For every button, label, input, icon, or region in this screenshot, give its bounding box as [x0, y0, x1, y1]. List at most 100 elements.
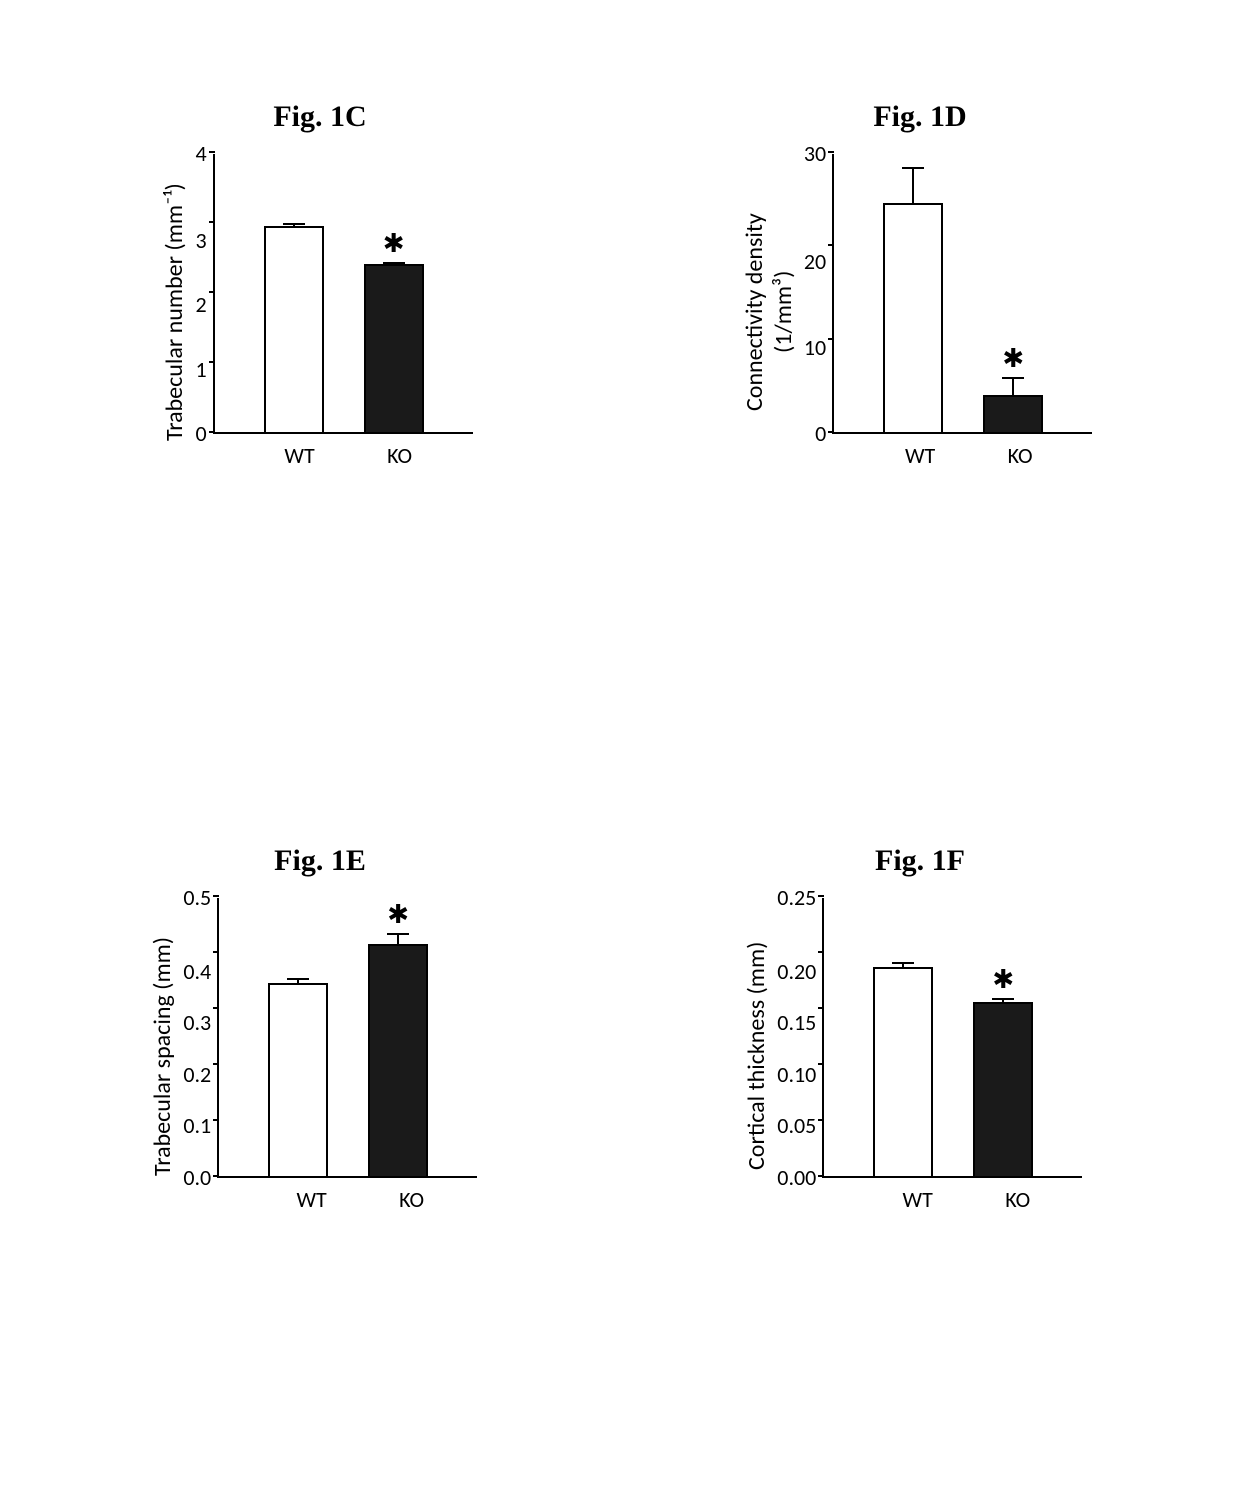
bars-container: ✱ [215, 154, 473, 432]
plot-row: 0.250.200.150.100.050.00✱ [777, 898, 1082, 1178]
y-tick-label: 20 [804, 251, 826, 273]
bar-rect [873, 967, 933, 1176]
panel-1c-title: Fig. 1C [273, 100, 366, 134]
y-tick-mark [828, 151, 834, 153]
x-axis-row: WT KO [777, 1186, 1097, 1213]
x-tick-inner: WT KO [840, 442, 1100, 469]
chart-area: 0.50.40.30.20.10.0✱WTKO [183, 898, 491, 1213]
panel-1e-chart: Trabecular spacing (mm)0.50.40.30.20.10.… [148, 898, 491, 1213]
x-tick-labels: WT KO [777, 1186, 1097, 1213]
error-bar-cap [892, 962, 914, 964]
bar-rect: ✱ [983, 395, 1043, 432]
x-tick-labels: WT KO [804, 442, 1100, 469]
x-tick-labels: WT KO [195, 442, 479, 469]
y-tick-mark [213, 895, 219, 897]
y-axis-label: Trabecular spacing (mm) [148, 916, 177, 1196]
bar-rect [883, 203, 943, 432]
y-tick-label: 0 [195, 423, 206, 445]
bars-container: ✱ [834, 154, 1092, 432]
error-bar-line [1012, 378, 1014, 397]
chart-area: 3020100✱WTKO [804, 154, 1100, 469]
error-bar-cap [283, 223, 305, 225]
panel-1e-title: Fig. 1E [274, 844, 366, 878]
error-bar-cap [992, 998, 1014, 1000]
significance-marker: ✱ [383, 229, 405, 259]
y-axis-label: Trabecular number (mm⁻¹) [160, 172, 189, 452]
y-tick-label: 0.4 [183, 961, 211, 983]
x-tick-label: KO [370, 442, 430, 469]
y-axis-label: Cortical thickness (mm) [742, 916, 771, 1196]
y-tick-label: 1 [195, 359, 206, 381]
y-tick-label: 0.20 [777, 961, 816, 983]
bar-rect: ✱ [364, 264, 424, 432]
x-axis-row: WT KO [195, 442, 479, 469]
panel-1f: Fig. 1F Cortical thickness (mm) 0.25 0.20 0… [660, 844, 1180, 1448]
y-tick-label: 0.05 [777, 1115, 816, 1137]
y-tick-label: 30 [804, 143, 826, 165]
x-tick-label: WT [282, 1186, 342, 1213]
panel-1c: Fig. 1C Trabecular number (mm⁻¹) 43210 ✱ WT… [60, 100, 580, 704]
y-axis-label: Connectivity density (1/mm³) [740, 172, 798, 452]
bar-rect [268, 983, 328, 1176]
y-tick-labels: 0.50.40.30.20.10.0 [183, 898, 217, 1178]
x-tick-label: KO [990, 442, 1050, 469]
error-bar-line [912, 168, 914, 205]
significance-marker: ✱ [992, 965, 1014, 995]
x-tick-label: KO [382, 1186, 442, 1213]
x-tick-label: WT [890, 442, 950, 469]
panel-1e: Fig. 1E Trabecular spacing (mm)0.50.40.3… [60, 844, 580, 1448]
error-bar-line [397, 934, 399, 945]
plot-row: 43210 ✱ [195, 154, 472, 434]
y-tick-label: 0.2 [183, 1064, 211, 1086]
bar-rect: ✱ [368, 944, 428, 1176]
bars-container: ✱ [219, 898, 477, 1176]
error-bar-cap [383, 262, 405, 264]
x-tick-inner: WT KO [838, 1186, 1098, 1213]
x-tick-inner: WT KO [232, 1186, 492, 1213]
panel-1d: Fig. 1D Connectivity density (1/mm³) 30 20… [660, 100, 1180, 704]
bar-wt [883, 203, 943, 432]
bar-wt [268, 983, 328, 1176]
bar-ko: ✱ [973, 1002, 1033, 1176]
bar-wt [264, 226, 324, 433]
y-tick-label: 10 [804, 337, 826, 359]
x-axis-row: WT KO [804, 442, 1100, 469]
x-tick-labels: WT KO [183, 1186, 491, 1213]
x-tick-label: KO [988, 1186, 1048, 1213]
y-tick-label: 0.3 [183, 1012, 211, 1034]
y-tick-label: 0 [815, 423, 826, 445]
y-tick-label: 3 [195, 230, 206, 252]
y-tick-label: 0.10 [777, 1064, 816, 1086]
significance-marker: ✱ [387, 900, 409, 930]
bar-ko: ✱ [983, 395, 1043, 432]
y-tick-label: 0.15 [777, 1012, 816, 1034]
panel-1d-title: Fig. 1D [873, 100, 966, 134]
error-bar-cap [287, 978, 309, 980]
x-tick-label: WT [888, 1186, 948, 1213]
significance-marker: ✱ [1002, 344, 1024, 374]
x-tick-inner: WT KO [220, 442, 480, 469]
y-tick-label: 4 [195, 143, 206, 165]
y-tick-labels: 43210 [195, 154, 212, 434]
bars-container: ✱ [824, 898, 1082, 1176]
panel-1f-title: Fig. 1F [875, 844, 965, 878]
y-tick-mark [209, 151, 215, 153]
plot-area: ✱ [217, 898, 477, 1178]
figure-page: Fig. 1C Trabecular number (mm⁻¹) 43210 ✱ WT… [0, 0, 1240, 1508]
bar-rect: ✱ [973, 1002, 1033, 1176]
bar-ko: ✱ [364, 264, 424, 432]
panel-1d-chart: Connectivity density (1/mm³)3020100✱WTKO [740, 154, 1100, 469]
bar-rect [264, 226, 324, 433]
y-tick-labels: 0.250.200.150.100.050.00 [777, 898, 822, 1178]
y-tick-label: 0.0 [183, 1167, 211, 1189]
y-tick-label: 0.00 [777, 1167, 816, 1189]
y-tick-labels: 3020100 [804, 154, 832, 434]
x-tick-label: WT [270, 442, 330, 469]
y-tick-label: 0.1 [183, 1115, 211, 1137]
y-tick-mark [818, 895, 824, 897]
plot-area: ✱ [213, 154, 473, 434]
y-tick-label: 0.25 [777, 887, 816, 909]
chart-area: 43210 ✱ WT KO [195, 154, 479, 469]
bar-wt [873, 967, 933, 1176]
plot-area: ✱ [832, 154, 1092, 434]
